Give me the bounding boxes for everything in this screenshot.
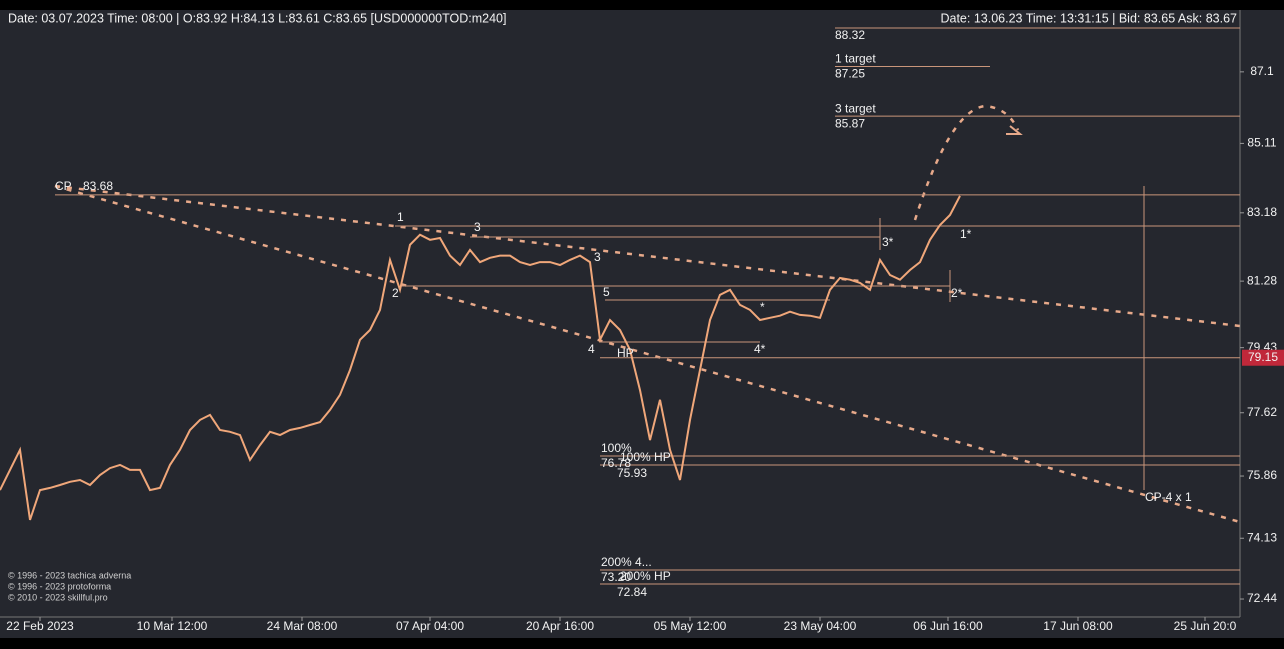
annotation: 4*	[754, 342, 766, 356]
x-tick-label: 25 Jun 20:0	[1174, 619, 1237, 633]
x-tick-label: 24 Mar 08:00	[267, 619, 338, 633]
x-tick-label: 07 Apr 04:00	[396, 619, 464, 633]
annotation: 73.20	[601, 570, 631, 584]
x-tick-label: 17 Jun 08:00	[1043, 619, 1113, 633]
annotation: 2*	[951, 286, 963, 300]
x-tick-label: 22 Feb 2023	[6, 619, 74, 633]
trend-line	[54, 184, 1241, 524]
annotation: 4	[588, 342, 595, 356]
y-tick-label: 72.44	[1247, 591, 1277, 605]
annotation: 5	[603, 285, 610, 299]
x-tick-label: 20 Apr 16:00	[526, 619, 594, 633]
annotation: 72.84	[617, 585, 647, 599]
annotation: 3	[474, 220, 481, 234]
copyright: © 2010 - 2023 skillful.pro	[8, 592, 108, 602]
annotation: 1*	[960, 227, 972, 241]
annotation: HP	[617, 346, 634, 360]
copyright: © 1996 - 2023 protoforma	[8, 581, 111, 591]
annotation: *	[760, 300, 765, 314]
arrow-head	[1006, 125, 1023, 135]
x-tick-label: 06 Jun 16:00	[913, 619, 983, 633]
annotation: 200% 4...	[601, 555, 652, 569]
annotation: 3*	[882, 235, 894, 249]
annotation: 100% HP	[620, 450, 671, 464]
y-tick-label: 74.13	[1247, 530, 1277, 544]
price-line	[0, 195, 961, 521]
copyright: © 1996 - 2023 tachica adverna	[8, 570, 131, 580]
y-tick-label: 85.11	[1247, 136, 1276, 150]
level-label: 1 target	[835, 52, 876, 66]
y-tick-label: 81.28	[1247, 273, 1277, 287]
x-tick-label: 23 May 04:00	[784, 619, 857, 633]
annotation: 200% HP	[620, 569, 671, 583]
level-label: CP	[55, 179, 72, 193]
header-right: Date: 13.06.23 Time: 13:31:15 | Bid: 83.…	[940, 11, 1237, 25]
level-label: 3 target	[835, 101, 876, 115]
x-tick-label: 05 May 12:00	[654, 619, 727, 633]
level-value: 83.68	[83, 179, 113, 193]
plot-background	[0, 10, 1284, 638]
annotation: 75.93	[617, 466, 647, 480]
y-tick-label: 83.18	[1247, 205, 1277, 219]
annotation: CP-4 x 1	[1145, 490, 1192, 504]
forecast-arrow	[913, 104, 1020, 221]
header-left: Date: 03.07.2023 Time: 08:00 | O:83.92 H…	[8, 11, 506, 25]
level-value: 79.15	[1248, 350, 1278, 364]
level-value: 88.32	[835, 28, 865, 42]
annotation: 76.78	[601, 456, 631, 470]
annotation: 100%	[601, 441, 632, 455]
trend-lines	[54, 104, 1241, 524]
y-tick-label: 77.62	[1247, 405, 1277, 419]
x-tick-label: 10 Mar 12:00	[137, 619, 208, 633]
level-value: 87.25	[835, 67, 865, 81]
level-value: 85.87	[835, 116, 865, 130]
y-tick-label: 87.1	[1250, 64, 1274, 78]
annotation: 2	[392, 286, 399, 300]
annotation: 3	[594, 250, 601, 264]
y-tick-label: 75.86	[1247, 468, 1277, 482]
price-tag	[1242, 349, 1284, 366]
annotation: 1	[397, 210, 404, 224]
